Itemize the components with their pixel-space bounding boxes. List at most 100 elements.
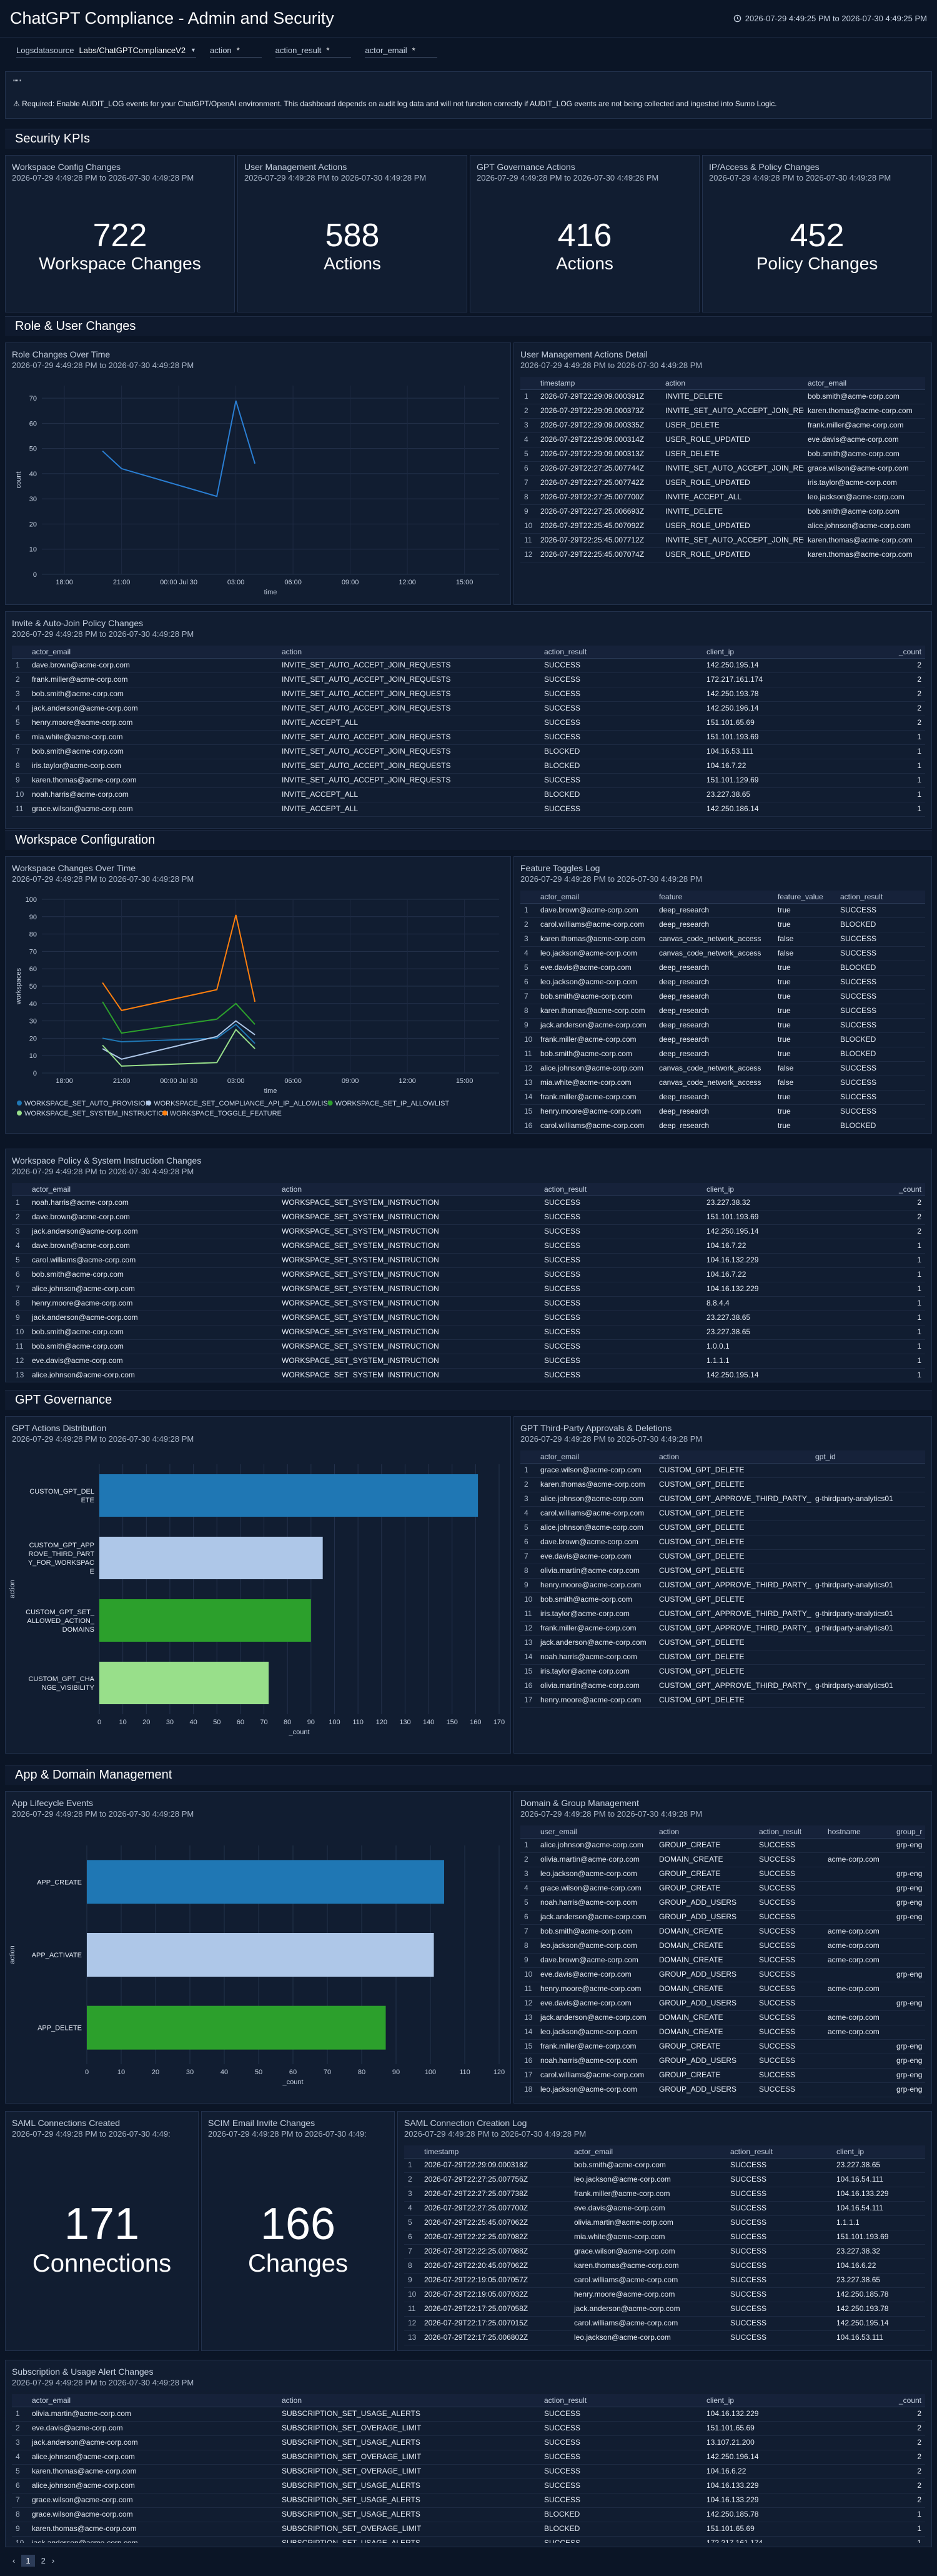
table-row[interactable]: 3 2026-07-29T22:29:09.000335Z USER_DELETE f… [520, 418, 925, 433]
table-row[interactable]: 2 frank.miller@acme-corp.com INVITE_SET_AU… [12, 672, 925, 687]
column-header[interactable]: _count [878, 1183, 925, 1196]
table-row[interactable]: 7 bob.smith@acme-corp.com INVITE_SET_AUTO_… [12, 744, 925, 759]
table-row[interactable]: 8 karen.thomas@acme-corp.com deep_research… [520, 1004, 925, 1019]
table-row[interactable]: 2 dave.brown@acme-corp.com WORKSPACE_SET_S… [12, 1210, 925, 1225]
column-header[interactable]: action [278, 1183, 540, 1196]
table-row[interactable]: 5 henry.moore@acme-corp.com INVITE_ACCEPT_… [12, 716, 925, 731]
table-row[interactable]: 2 olivia.martin@acme-corp.com DOMAIN_CREAT… [520, 1852, 925, 1867]
table-row[interactable]: 1 grace.wilson@acme-corp.com CUSTOM_GPT_DE… [520, 1463, 925, 1478]
table-row[interactable]: 5 alice.johnson@acme-corp.com CUSTOM_GPT_D… [520, 1520, 925, 1535]
table-row[interactable]: 9 2026-07-29T22:27:25.006693Z INVITE_DELET… [520, 504, 925, 519]
table-row[interactable]: 10 bob.smith@acme-corp.com WORKSPACE_SET_S… [12, 1325, 925, 1340]
table-row[interactable]: 6 alice.johnson@acme-corp.com SUBSCRIPTION… [12, 2479, 925, 2494]
table-row[interactable]: 1 2026-07-29T22:29:09.000391Z INVITE_DELET… [520, 389, 925, 404]
table-row[interactable]: 10 bob.smith@acme-corp.com CUSTOM_GPT_DELE… [520, 1592, 925, 1607]
column-header[interactable]: client_ip [833, 2145, 925, 2159]
filter-actor-email[interactable]: actor_email * [365, 46, 437, 57]
column-header[interactable]: actor_email [537, 1450, 655, 1464]
column-header[interactable]: actor_email [570, 2145, 726, 2159]
column-header[interactable]: _count [878, 2394, 925, 2407]
table-row[interactable]: 1 noah.harris@acme-corp.com WORKSPACE_SET_… [12, 1196, 925, 1211]
table-row[interactable]: 4 grace.wilson@acme-corp.com GROUP_CREATE S… [520, 1881, 925, 1896]
table-row[interactable]: 12 2026-07-29T22:17:25.007015Z carol.willi… [404, 2316, 925, 2331]
table-row[interactable]: 1 alice.johnson@acme-corp.com GROUP_CREATE… [520, 1838, 925, 1853]
table-row[interactable]: 3 2026-07-29T22:27:25.007738Z frank.miller… [404, 2187, 925, 2202]
column-header[interactable]: action_result [755, 1825, 824, 1839]
column-header[interactable]: action_result [540, 646, 703, 659]
table-row[interactable]: 10 2026-07-29T22:19:05.007032Z henry.moore… [404, 2287, 925, 2302]
table-row[interactable]: 10 frank.miller@acme-corp.com deep_researc… [520, 1032, 925, 1047]
table-row[interactable]: 8 iris.taylor@acme-corp.com INVITE_SET_AUT… [12, 759, 925, 774]
table-row[interactable]: 11 bob.smith@acme-corp.com deep_research tr… [520, 1047, 925, 1062]
column-header[interactable]: feature_value [774, 891, 836, 904]
table-row[interactable]: 9 karen.thomas@acme-corp.com INVITE_SET_AU… [12, 773, 925, 788]
table-row[interactable]: 5 eve.davis@acme-corp.com deep_research tru… [520, 961, 925, 976]
column-header[interactable]: group_r [893, 1825, 925, 1839]
table-row[interactable]: 7 2026-07-29T22:27:25.007742Z USER_ROLE_UP… [520, 476, 925, 491]
table-row[interactable]: 6 jack.anderson@acme-corp.com GROUP_ADD_US… [520, 1910, 925, 1925]
column-header[interactable]: action [278, 646, 540, 659]
table-row[interactable]: 7 bob.smith@acme-corp.com deep_research tru… [520, 989, 925, 1004]
column-header[interactable]: gpt_id [811, 1450, 925, 1464]
table-row[interactable]: 9 2026-07-29T22:19:05.007057Z carol.willia… [404, 2273, 925, 2288]
table-row[interactable]: 10 noah.harris@acme-corp.com INVITE_ACCEPT… [12, 787, 925, 802]
column-header[interactable]: actor_email [28, 646, 278, 659]
time-range-picker[interactable]: 2026-07-29 4:49:25 PM to 2026-07-30 4:49… [733, 14, 927, 23]
table-row[interactable]: 13 jack.anderson@acme-corp.com DOMAIN_CREA… [520, 2010, 925, 2025]
table-row[interactable]: 16 noah.harris@acme-corp.com GROUP_ADD_USE… [520, 2054, 925, 2069]
table-row[interactable]: 8 henry.moore@acme-corp.com WORKSPACE_SET_… [12, 1296, 925, 1311]
column-header[interactable]: client_ip [703, 1183, 878, 1196]
table-row[interactable]: 7 alice.johnson@acme-corp.com WORKSPACE_SE… [12, 1282, 925, 1297]
table-row[interactable]: 12 eve.davis@acme-corp.com GROUP_ADD_USERS… [520, 1996, 925, 2011]
table-row[interactable]: 13 2026-07-29T22:17:25.006802Z leo.jackson… [404, 2330, 925, 2345]
table-row[interactable]: 3 bob.smith@acme-corp.com INVITE_SET_AUTO_… [12, 687, 925, 702]
table-row[interactable]: 8 olivia.martin@acme-corp.com CUSTOM_GPT_D… [520, 1564, 925, 1579]
table-row[interactable]: 18 leo.jackson@acme-corp.com GROUP_ADD_USE… [520, 2082, 925, 2097]
table-row[interactable]: 3 jack.anderson@acme-corp.com SUBSCRIPTION… [12, 2435, 925, 2450]
table-row[interactable]: 2 karen.thomas@acme-corp.com CUSTOM_GPT_DE… [520, 1477, 925, 1492]
column-header[interactable]: actor_email [537, 891, 655, 904]
table-row[interactable]: 15 frank.miller@acme-corp.com GROUP_CREATE… [520, 2039, 925, 2054]
column-header[interactable]: hostname [824, 1825, 893, 1839]
table-row[interactable]: 4 dave.brown@acme-corp.com WORKSPACE_SET_S… [12, 1239, 925, 1254]
table-row[interactable]: 1 dave.brown@acme-corp.com INVITE_SET_AUTO… [12, 658, 925, 673]
table-row[interactable]: 11 2026-07-29T22:17:25.007058Z jack.anders… [404, 2302, 925, 2317]
table-row[interactable]: 9 jack.anderson@acme-corp.com WORKSPACE_SE… [12, 1310, 925, 1325]
column-header[interactable]: client_ip [703, 2394, 878, 2407]
table-row[interactable]: 1 olivia.martin@acme-corp.com SUBSCRIPTION… [12, 2407, 925, 2422]
table-row[interactable]: 3 jack.anderson@acme-corp.com WORKSPACE_SE… [12, 1224, 925, 1239]
table-row[interactable]: 14 leo.jackson@acme-corp.com DOMAIN_CREATE… [520, 2025, 925, 2040]
table-row[interactable]: 6 mia.white@acme-corp.com INVITE_SET_AUTO_… [12, 730, 925, 745]
table-row[interactable]: 8 leo.jackson@acme-corp.com DOMAIN_CREATE S… [520, 1939, 925, 1954]
column-header[interactable]: _count [878, 646, 925, 659]
table-row[interactable]: 9 dave.brown@acme-corp.com DOMAIN_CREATE SU… [520, 1953, 925, 1968]
next-page-button[interactable]: › [51, 2556, 55, 2565]
column-header[interactable]: timestamp [420, 2145, 570, 2159]
column-header[interactable]: actor_email [28, 2394, 278, 2407]
column-header[interactable]: user_email [537, 1825, 655, 1839]
table-row[interactable]: 2 2026-07-29T22:27:25.007756Z leo.jackson@… [404, 2172, 925, 2187]
column-header[interactable]: action [655, 1450, 811, 1464]
table-row[interactable]: 12 frank.miller@acme-corp.com CUSTOM_GPT_A… [520, 1621, 925, 1636]
table-row[interactable]: 4 alice.johnson@acme-corp.com SUBSCRIPTION… [12, 2450, 925, 2465]
table-row[interactable]: 7 grace.wilson@acme-corp.com SUBSCRIPTION_… [12, 2493, 925, 2508]
table-row[interactable]: 3 karen.thomas@acme-corp.com canvas_code_n… [520, 932, 925, 947]
table-row[interactable]: 17 carol.williams@acme-corp.com GROUP_CREA… [520, 2068, 925, 2083]
table-row[interactable]: 7 eve.davis@acme-corp.com CUSTOM_GPT_DELET… [520, 1549, 925, 1564]
table-row[interactable]: 4 jack.anderson@acme-corp.com INVITE_SET_A… [12, 701, 925, 716]
table-row[interactable]: 1 dave.brown@acme-corp.com deep_research tr… [520, 903, 925, 918]
table-row[interactable]: 7 2026-07-29T22:22:25.007088Z grace.wilson… [404, 2244, 925, 2259]
table-row[interactable]: 8 2026-07-29T22:27:25.007700Z INVITE_ACCEP… [520, 490, 925, 505]
table-row[interactable]: 9 jack.anderson@acme-corp.com deep_researc… [520, 1018, 925, 1033]
table-row[interactable]: 9 henry.moore@acme-corp.com CUSTOM_GPT_APP… [520, 1578, 925, 1593]
table-row[interactable]: 10 eve.davis@acme-corp.com GROUP_ADD_USERS… [520, 1967, 925, 1982]
table-row[interactable]: 12 2026-07-29T22:25:45.007074Z USER_ROLE_U… [520, 547, 925, 562]
table-row[interactable]: 11 iris.taylor@acme-corp.com CUSTOM_GPT_AP… [520, 1607, 925, 1622]
table-row[interactable]: 5 2026-07-29T22:25:45.007062Z olivia.marti… [404, 2215, 925, 2230]
table-row[interactable]: 7 bob.smith@acme-corp.com DOMAIN_CREATE SUC… [520, 1924, 925, 1939]
table-row[interactable]: 11 grace.wilson@acme-corp.com INVITE_ACCEP… [12, 802, 925, 817]
table-row[interactable]: 12 alice.johnson@acme-corp.com canvas_code… [520, 1061, 925, 1076]
table-row[interactable]: 11 2026-07-29T22:25:45.007712Z INVITE_SET_… [520, 533, 925, 548]
table-row[interactable]: 6 dave.brown@acme-corp.com CUSTOM_GPT_DELE… [520, 1535, 925, 1550]
table-row[interactable]: 2 2026-07-29T22:29:09.000373Z INVITE_SET_A… [520, 404, 925, 419]
